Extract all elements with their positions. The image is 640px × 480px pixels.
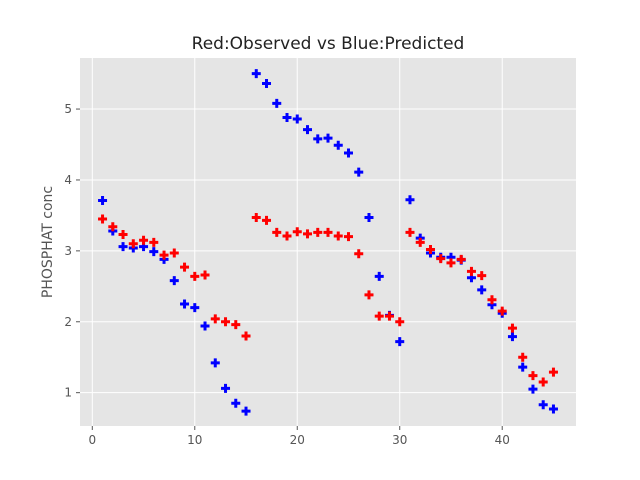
red-plus-marker (118, 230, 128, 240)
red-plus-marker (180, 262, 190, 272)
red-plus-marker (487, 295, 497, 305)
red-plus-marker (272, 227, 282, 237)
x-tick-label: 10 (187, 433, 202, 447)
red-plus-marker (415, 237, 425, 247)
red-plus-marker (313, 227, 323, 237)
y-tick-label: 4 (64, 173, 72, 187)
blue-plus-marker (292, 114, 302, 124)
blue-plus-marker (241, 406, 251, 416)
red-plus-marker (262, 215, 272, 225)
blue-plus-marker (395, 337, 405, 347)
red-plus-marker (466, 266, 476, 276)
red-plus-marker (446, 258, 456, 268)
x-tick-label: 0 (88, 433, 96, 447)
red-plus-marker (128, 239, 138, 249)
blue-plus-marker (518, 362, 528, 372)
red-plus-marker (436, 254, 446, 264)
blue-plus-marker (272, 98, 282, 108)
red-plus-marker (477, 271, 487, 281)
blue-plus-marker (303, 125, 313, 135)
red-plus-marker (354, 249, 364, 259)
chart-title: Red:Observed vs Blue:Predicted (192, 34, 465, 54)
red-plus-marker (210, 314, 220, 324)
x-tick-label: 30 (392, 433, 407, 447)
blue-plus-marker (364, 213, 374, 223)
red-plus-marker (364, 290, 374, 300)
red-plus-marker (292, 227, 302, 237)
red-plus-marker (395, 317, 405, 327)
red-plus-marker (497, 306, 507, 316)
x-tick-label: 40 (495, 433, 510, 447)
red-plus-marker (323, 227, 333, 237)
blue-plus-marker (118, 242, 128, 252)
red-plus-marker (507, 323, 517, 333)
red-plus-marker (200, 270, 210, 280)
red-plus-marker (456, 254, 466, 264)
x-tick-label: 20 (290, 433, 305, 447)
blue-plus-marker (477, 285, 487, 295)
blue-plus-marker (200, 321, 210, 331)
red-plus-marker (374, 311, 384, 321)
red-plus-marker (231, 320, 241, 330)
red-plus-marker (528, 371, 538, 381)
blue-plus-marker (98, 196, 108, 206)
red-plus-marker (139, 235, 149, 245)
red-plus-marker (425, 244, 435, 254)
red-plus-marker (159, 250, 169, 260)
blue-plus-marker (262, 79, 272, 89)
red-plus-marker (108, 222, 118, 232)
red-plus-marker (282, 231, 292, 241)
blue-plus-marker (354, 167, 364, 177)
blue-plus-marker (323, 133, 333, 143)
blue-plus-marker (405, 195, 415, 205)
blue-plus-marker (374, 271, 384, 281)
blue-plus-marker (343, 148, 353, 158)
blue-plus-marker (221, 383, 231, 393)
red-plus-marker (303, 229, 313, 239)
red-plus-marker (149, 237, 159, 247)
y-axis-label: PHOSPHAT conc (40, 186, 56, 298)
blue-plus-marker (313, 134, 323, 144)
blue-plus-marker (528, 384, 538, 394)
blue-plus-marker (333, 140, 343, 150)
blue-plus-marker (190, 303, 200, 313)
red-plus-marker (405, 227, 415, 237)
red-plus-marker (190, 271, 200, 281)
red-plus-marker (343, 232, 353, 242)
red-plus-marker (548, 367, 558, 377)
y-tick-label: 1 (64, 386, 72, 400)
red-plus-marker (333, 231, 343, 241)
y-tick-label: 2 (64, 315, 72, 329)
blue-plus-marker (282, 113, 292, 123)
axis-ticks: 0 10 20 30 40 1 2 3 4 5 (64, 102, 509, 447)
blue-plus-marker (548, 404, 558, 414)
y-tick-label: 3 (64, 244, 72, 258)
red-plus-marker (169, 248, 179, 258)
blue-plus-marker (210, 358, 220, 368)
blue-plus-marker (538, 400, 548, 410)
blue-plus-marker (149, 247, 159, 257)
y-tick-label: 5 (64, 102, 72, 116)
blue-plus-marker (507, 332, 517, 342)
blue-plus-marker (180, 299, 190, 309)
red-plus-marker (384, 311, 394, 321)
red-plus-marker (241, 331, 251, 341)
red-plus-marker (221, 317, 231, 327)
blue-plus-marker (251, 69, 261, 79)
red-plus-marker (251, 213, 261, 223)
red-plus-marker (538, 377, 548, 387)
plot-area (80, 58, 576, 426)
data-points (98, 69, 558, 416)
blue-plus-marker (231, 398, 241, 408)
red-plus-marker (98, 214, 108, 224)
red-plus-marker (518, 352, 528, 362)
blue-plus-marker (169, 276, 179, 286)
